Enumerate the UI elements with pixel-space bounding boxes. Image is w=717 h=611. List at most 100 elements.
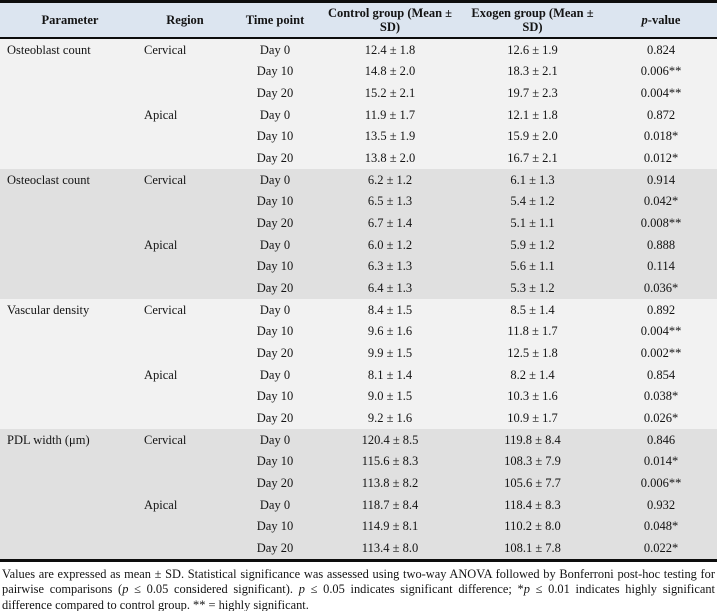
table-row: Day 20 13.8 ± 2.0 16.7 ± 2.1 0.012* xyxy=(0,147,717,169)
col-header-exogen-group: Exogen group (Mean ± SD) xyxy=(471,6,594,34)
cell-exogen-value: 108.3 ± 7.9 xyxy=(504,454,561,469)
table-row: Day 20 113.4 ± 8.0 108.1 ± 7.8 0.022* xyxy=(0,537,717,559)
table-row: Day 10 13.5 ± 1.9 15.9 ± 2.0 0.018* xyxy=(0,125,717,148)
cell-time-point: Day 10 xyxy=(256,64,294,79)
cell-time-point: Day 10 xyxy=(256,194,294,209)
cell-p-value: 0.048* xyxy=(643,519,679,534)
cell-exogen-value: 18.3 ± 2.1 xyxy=(507,64,558,79)
cell-time-point: Day 20 xyxy=(256,151,294,166)
cell-p-value: 0.006** xyxy=(640,475,682,490)
cell-control-value: 8.4 ± 1.5 xyxy=(367,302,413,317)
cell-time-point: Day 20 xyxy=(256,475,294,490)
cell-exogen-value: 11.8 ± 1.7 xyxy=(507,324,558,339)
cell-exogen-value: 12.6 ± 1.9 xyxy=(507,42,558,57)
col-header-parameter: Parameter xyxy=(41,13,99,27)
cell-control-value: 11.9 ± 1.7 xyxy=(364,107,416,122)
cell-exogen-value: 108.1 ± 7.8 xyxy=(504,540,561,555)
cell-p-value: 0.854 xyxy=(646,367,676,382)
table-row: Day 20 9.9 ± 1.5 12.5 ± 1.8 0.002** xyxy=(0,342,717,364)
cell-time-point: Day 20 xyxy=(256,540,294,555)
cell-p-value: 0.004** xyxy=(640,324,682,339)
cell-exogen-value: 19.7 ± 2.3 xyxy=(507,86,558,101)
col-header-region: Region xyxy=(166,13,204,27)
cell-exogen-value: 119.8 ± 8.4 xyxy=(504,432,561,447)
table-row: Apical Day 0 118.7 ± 8.4 118.4 ± 8.3 0.932 xyxy=(0,493,717,516)
cell-time-point: Day 20 xyxy=(256,346,294,361)
cell-control-value: 14.8 ± 2.0 xyxy=(364,64,416,79)
table-row: PDL width (μm) Cervical Day 0 120.4 ± 8.5 11… xyxy=(0,428,717,451)
cell-time-point: Day 20 xyxy=(256,216,294,231)
cell-time-point: Day 0 xyxy=(259,302,291,317)
cell-control-value: 6.2 ± 1.2 xyxy=(367,172,413,187)
cell-p-value: 0.008** xyxy=(640,216,682,231)
cell-time-point: Day 0 xyxy=(259,237,291,252)
cell-region: Apical xyxy=(144,497,178,512)
cell-exogen-value: 12.5 ± 1.8 xyxy=(507,346,558,361)
cell-control-value: 6.4 ± 1.3 xyxy=(367,281,413,296)
table-body: Osteoblast count Cervical Day 0 12.4 ± 1.8 1… xyxy=(0,39,717,559)
col-header-time-point: Time point xyxy=(245,13,305,27)
cell-control-value: 12.4 ± 1.8 xyxy=(364,42,416,57)
cell-region: Apical xyxy=(144,107,178,122)
cell-exogen-value: 105.6 ± 7.7 xyxy=(504,475,561,490)
cell-time-point: Day 20 xyxy=(256,281,294,296)
cell-exogen-value: 5.9 ± 1.2 xyxy=(510,237,555,252)
cell-p-value: 0.892 xyxy=(646,302,676,317)
table-header-row: Parameter Region Time point Control grou… xyxy=(0,3,717,39)
cell-time-point: Day 10 xyxy=(256,129,294,144)
table-row: Day 10 14.8 ± 2.0 18.3 ± 2.1 0.006** xyxy=(0,60,717,83)
cell-p-value: 0.914 xyxy=(646,172,676,187)
cell-p-value: 0.846 xyxy=(646,432,676,447)
cell-control-value: 6.3 ± 1.3 xyxy=(367,259,413,274)
cell-time-point: Day 0 xyxy=(259,432,291,447)
cell-parameter: PDL width (μm) xyxy=(7,432,90,447)
table-row: Day 20 6.7 ± 1.4 5.1 ± 1.1 0.008** xyxy=(0,212,717,234)
cell-p-value: 0.038* xyxy=(643,389,679,404)
cell-exogen-value: 5.4 ± 1.2 xyxy=(510,194,555,209)
cell-region: Cervical xyxy=(144,302,187,317)
table-row: Apical Day 0 11.9 ± 1.7 12.1 ± 1.8 0.872 xyxy=(0,103,717,126)
cell-p-value: 0.114 xyxy=(647,259,675,274)
cell-time-point: Day 10 xyxy=(256,389,294,404)
results-table: Parameter Region Time point Control grou… xyxy=(0,0,717,562)
cell-exogen-value: 8.2 ± 1.4 xyxy=(510,367,555,382)
cell-p-value: 0.888 xyxy=(646,237,676,252)
cell-control-value: 13.8 ± 2.0 xyxy=(364,151,416,166)
cell-control-value: 13.5 ± 1.9 xyxy=(364,129,416,144)
table-row: Day 20 113.8 ± 8.2 105.6 ± 7.7 0.006** xyxy=(0,472,717,494)
cell-control-value: 9.6 ± 1.6 xyxy=(367,324,413,339)
cell-time-point: Day 10 xyxy=(256,324,294,339)
cell-exogen-value: 118.4 ± 8.3 xyxy=(504,497,561,512)
cell-time-point: Day 0 xyxy=(259,42,291,57)
cell-exogen-value: 15.9 ± 2.0 xyxy=(507,129,558,144)
table-row: Day 10 6.5 ± 1.3 5.4 ± 1.2 0.042* xyxy=(0,190,717,213)
cell-control-value: 118.7 ± 8.4 xyxy=(361,497,419,512)
cell-region: Cervical xyxy=(144,42,187,57)
cell-parameter: Osteoclast count xyxy=(7,172,90,187)
table-row: Vascular density Cervical Day 0 8.4 ± 1.5 8.… xyxy=(0,298,717,321)
cell-parameter: Vascular density xyxy=(7,302,90,317)
cell-p-value: 0.006** xyxy=(640,64,682,79)
cell-time-point: Day 0 xyxy=(259,497,291,512)
cell-control-value: 9.0 ± 1.5 xyxy=(367,389,413,404)
col-header-p-value: p-value xyxy=(641,13,681,27)
cell-exogen-value: 110.2 ± 8.0 xyxy=(504,519,561,534)
table-row: Apical Day 0 6.0 ± 1.2 5.9 ± 1.2 0.888 xyxy=(0,233,717,256)
cell-p-value: 0.004** xyxy=(640,86,682,101)
cell-p-value: 0.002** xyxy=(640,346,682,361)
cell-control-value: 113.4 ± 8.0 xyxy=(361,540,419,555)
table-row: Osteoclast count Cervical Day 0 6.2 ± 1.2 6.… xyxy=(0,168,717,191)
table-footnote: Values are expressed as mean ± SD. Stati… xyxy=(0,561,717,611)
cell-region: Apical xyxy=(144,237,178,252)
cell-time-point: Day 10 xyxy=(256,259,294,274)
cell-time-point: Day 10 xyxy=(256,519,294,534)
cell-exogen-value: 12.1 ± 1.8 xyxy=(507,107,558,122)
cell-p-value: 0.026* xyxy=(643,410,679,425)
cell-time-point: Day 10 xyxy=(256,454,294,469)
cell-region: Cervical xyxy=(144,432,187,447)
cell-control-value: 9.2 ± 1.6 xyxy=(367,410,413,425)
col-header-control-group: Control group (Mean ± SD) xyxy=(327,6,453,34)
cell-p-value: 0.932 xyxy=(646,497,676,512)
cell-p-value: 0.036* xyxy=(643,281,679,296)
